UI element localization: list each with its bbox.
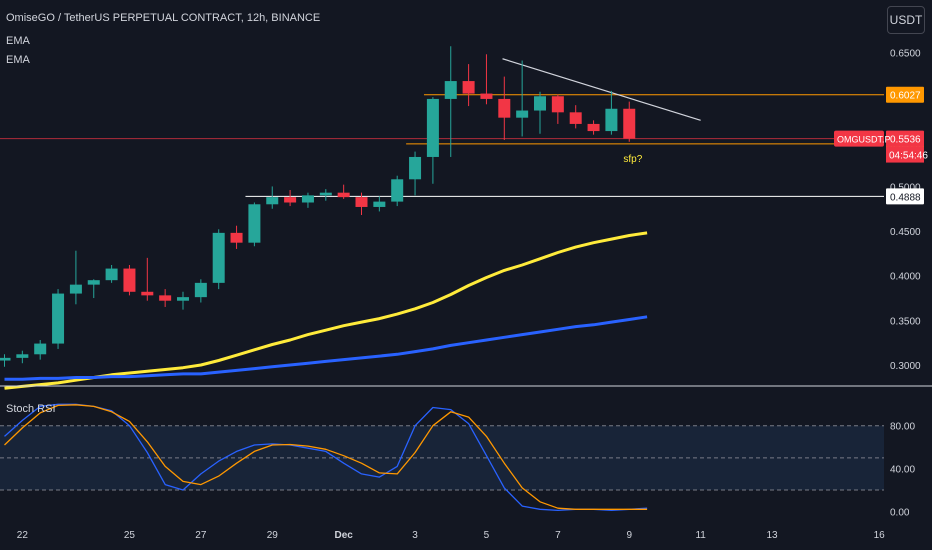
candle-down xyxy=(284,197,297,203)
axes-layer: 0.30000.35000.40000.45000.50000.60000.65… xyxy=(0,49,932,541)
y-tick-label: 0.4500 xyxy=(890,227,921,238)
candle-up xyxy=(105,268,118,281)
y-tick-label: 0.3000 xyxy=(890,361,921,372)
stoch-k-line xyxy=(4,403,648,512)
x-tick-label: 27 xyxy=(195,530,207,541)
level-price-tag-bg xyxy=(886,188,924,205)
x-tick-label: 22 xyxy=(17,530,29,541)
candle-down xyxy=(623,108,636,139)
candle-down xyxy=(569,112,582,124)
level-price-tag: 0.6027 xyxy=(890,91,921,102)
candle-up xyxy=(391,179,404,202)
candle-up xyxy=(516,110,529,118)
candle-down xyxy=(355,197,368,207)
currency-unit-button[interactable]: USDT xyxy=(887,6,925,34)
candle-up xyxy=(194,282,207,298)
stoch-y-tick-label: 80.00 xyxy=(890,422,915,433)
y-tick-label: 0.3500 xyxy=(890,316,921,327)
candle-up xyxy=(444,81,457,99)
candle-up xyxy=(248,204,261,243)
x-tick-label: 16 xyxy=(874,530,886,541)
candle-up xyxy=(52,293,65,344)
x-tick-label: 25 xyxy=(124,530,136,541)
candle-up xyxy=(16,354,29,358)
symbol-tag-label: OMGUSDT.P xyxy=(837,135,891,145)
x-tick-label: 7 xyxy=(555,530,561,541)
candle-down xyxy=(480,93,493,99)
candle-up xyxy=(0,357,11,361)
level-price-tag-bg xyxy=(886,86,924,103)
x-tick-label: 29 xyxy=(267,530,279,541)
chart-title: OmiseGO / TetherUS PERPETUAL CONTRACT, 1… xyxy=(6,12,321,24)
candle-down xyxy=(587,123,600,132)
countdown-bg xyxy=(886,146,924,163)
y-tick-label: 0.4000 xyxy=(890,272,921,283)
candle-up xyxy=(69,284,82,294)
candle-down xyxy=(551,96,564,113)
x-tick-label: 9 xyxy=(626,530,632,541)
candle-up xyxy=(212,232,225,283)
candle-up xyxy=(177,297,189,301)
candle-up xyxy=(87,280,100,285)
stoch-d-line xyxy=(4,404,648,510)
candle-down xyxy=(498,98,511,118)
stoch-y-tick-label: 0.00 xyxy=(890,507,910,518)
x-tick-label: 13 xyxy=(766,530,778,541)
candle-down xyxy=(337,192,350,198)
candle-down xyxy=(462,81,475,94)
indicator-label-ema-2[interactable]: EMA xyxy=(6,54,30,66)
x-tick-label: 3 xyxy=(412,530,418,541)
price-chart-pane: sfp? xyxy=(0,46,884,390)
candle-down xyxy=(159,295,172,301)
annotation-label: sfp? xyxy=(623,154,642,165)
last-price-tag-bg xyxy=(886,130,924,147)
candle-up xyxy=(373,201,386,207)
candle-down xyxy=(123,268,136,292)
stoch-rsi-pane xyxy=(0,403,884,512)
candle-up xyxy=(426,98,439,157)
x-tick-label: 5 xyxy=(484,530,490,541)
candle-up xyxy=(266,197,279,205)
candle-down xyxy=(141,291,154,296)
candle-up xyxy=(409,156,422,180)
last-price-tag: 0.5536 xyxy=(890,135,921,146)
y-tick-label: 0.5000 xyxy=(890,182,921,193)
ema-slow-line xyxy=(4,315,648,381)
candle-up xyxy=(34,343,47,355)
y-tick-label: 0.6500 xyxy=(890,49,921,60)
trendline xyxy=(502,58,701,121)
indicator-label-stoch-rsi[interactable]: Stoch RSI xyxy=(6,403,56,415)
candle-up xyxy=(301,195,314,203)
stoch-y-tick-label: 40.00 xyxy=(890,465,915,476)
ema-fast-line xyxy=(4,231,648,390)
symbol-tag-bg xyxy=(834,130,884,147)
level-price-tag: 0.4888 xyxy=(890,192,921,203)
indicator-label-ema-1[interactable]: EMA xyxy=(6,35,30,47)
candle-up xyxy=(605,108,618,132)
x-tick-label: 11 xyxy=(695,530,706,541)
candle-up xyxy=(319,192,332,196)
candle-down xyxy=(230,232,243,243)
x-tick-label: Dec xyxy=(334,530,353,541)
candle-up xyxy=(534,96,546,111)
countdown-label: 04:54:46 xyxy=(889,151,928,162)
